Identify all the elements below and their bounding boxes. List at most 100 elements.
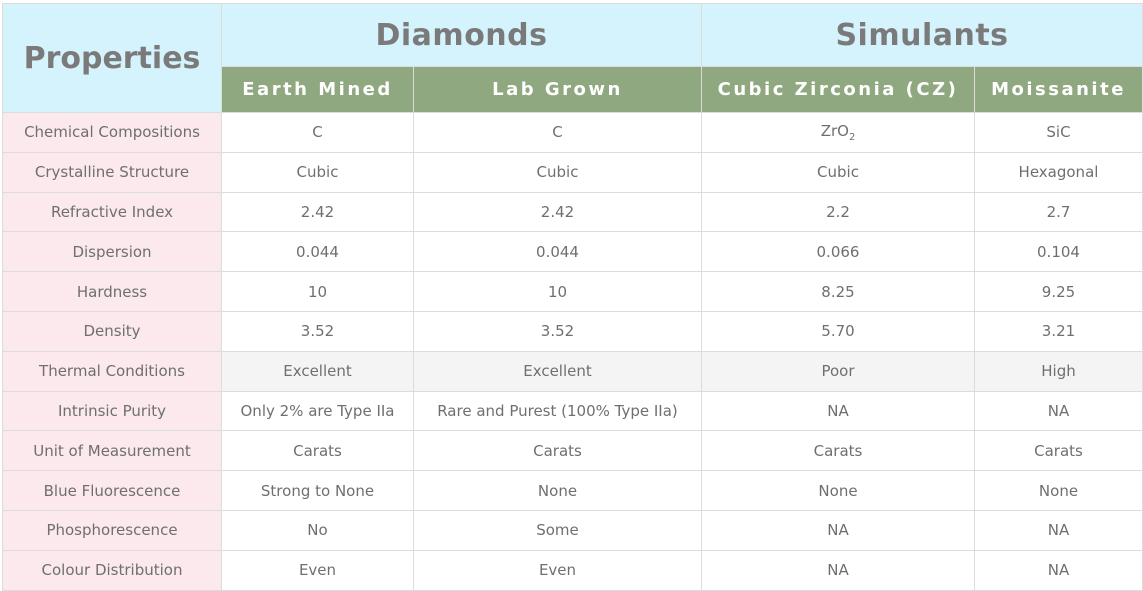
table-row: Unit of Measurement Carats Carats Carats Car… <box>2 430 1143 472</box>
table-cell: NA <box>701 390 975 432</box>
table-cell: 10 <box>413 271 702 312</box>
cell-value: Carats <box>1034 441 1083 460</box>
cell-value: 2.2 <box>826 202 850 221</box>
properties-header: Properties <box>2 3 222 113</box>
cell-value: 10 <box>307 282 328 301</box>
cell-value: Strong to None <box>260 481 375 500</box>
row-label: Intrinsic Purity <box>2 390 222 432</box>
cell-value: Cubic <box>296 163 339 182</box>
table-cell: Poor <box>701 350 975 392</box>
table-cell: Strong to None <box>221 470 414 511</box>
table-row: Colour Distribution Even Even NA NA <box>2 549 1143 591</box>
cell-value: No <box>307 521 328 540</box>
cell-value: Even <box>538 561 577 580</box>
table-cell: 10 <box>221 271 414 312</box>
row-label: Unit of Measurement <box>2 430 222 472</box>
table-cell: No <box>221 509 414 551</box>
cell-value: NA <box>827 561 849 580</box>
table-cell: Carats <box>413 430 702 472</box>
cell-value: Carats <box>533 441 582 460</box>
subscript: 2 <box>848 131 856 143</box>
cell-value: 9.25 <box>1041 282 1076 301</box>
table-cell: Rare and Purest (100% Type IIa) <box>413 390 702 432</box>
table-cell: 2.42 <box>221 191 414 233</box>
table-cell: High <box>974 350 1143 392</box>
cell-value: 3.52 <box>540 322 575 341</box>
table-cell: NA <box>701 549 975 591</box>
cell-value: ZrO <box>820 121 849 140</box>
cell-value: 2.42 <box>540 202 575 221</box>
cell-value: None <box>818 481 858 500</box>
cell-value: None <box>1038 481 1079 500</box>
table-row: Chemical Compositions C C ZrO2 SiC <box>2 112 1143 153</box>
cell-value: 0.066 <box>816 242 860 261</box>
cell-value: NA <box>1047 561 1070 580</box>
cell-value: High <box>1041 362 1076 381</box>
table-cell: 3.52 <box>221 310 414 352</box>
table-cell: 3.52 <box>413 310 702 352</box>
cell-value: SiC <box>1046 123 1071 142</box>
table-cell: NA <box>974 509 1143 551</box>
table-cell: 0.044 <box>221 231 414 273</box>
cell-value: Rare and Purest (100% Type IIa) <box>437 401 678 420</box>
column-header-lab-grown: Lab Grown <box>413 66 702 113</box>
table-cell: NA <box>974 549 1143 591</box>
cell-value: 10 <box>547 282 568 301</box>
table-cell: Even <box>413 549 702 591</box>
table-cell: Cubic <box>413 151 702 193</box>
table-row: Density 3.52 3.52 5.70 3.21 <box>2 310 1143 352</box>
cell-value: 2.7 <box>1046 202 1071 221</box>
cell-value: Cubic <box>536 163 579 182</box>
cell-value: C <box>552 123 563 142</box>
cell-value: 2.42 <box>300 202 335 221</box>
table-cell: 2.2 <box>701 191 975 233</box>
cell-value: Cubic <box>817 163 859 182</box>
table-cell: Carats <box>701 430 975 472</box>
table-row: Blue Fluorescence Strong to None None None N… <box>2 470 1143 511</box>
table-cell: Carats <box>974 430 1143 472</box>
cell-value: NA <box>827 521 849 540</box>
table-cell: 0.104 <box>974 231 1143 273</box>
table-row: Dispersion 0.044 0.044 0.066 0.104 <box>2 231 1143 273</box>
table-cell: 2.7 <box>974 191 1143 233</box>
cell-value: Poor <box>821 362 855 381</box>
cell-value: C <box>312 123 323 142</box>
table-cell: Hexagonal <box>974 151 1143 193</box>
cell-value: 0.044 <box>536 242 579 261</box>
cell-value: Only 2% are Type IIa <box>240 401 395 420</box>
table-cell: 0.044 <box>413 231 702 273</box>
table-cell: Only 2% are Type IIa <box>221 390 414 432</box>
column-header-moissanite: Moissanite <box>974 66 1143 113</box>
table-cell: None <box>701 470 975 511</box>
cell-value: Some <box>536 521 579 540</box>
cell-value: 0.104 <box>1037 242 1080 261</box>
row-label: Density <box>2 310 222 352</box>
table-row: Hardness 10 10 8.25 9.25 <box>2 271 1143 312</box>
table-cell: ZrO2 <box>701 112 975 153</box>
table-cell: 2.42 <box>413 191 702 233</box>
table-cell: C <box>221 112 414 153</box>
cell-value: NA <box>827 401 849 420</box>
cell-value: Carats <box>813 441 863 460</box>
column-header-cubic-zirconia: Cubic Zirconia (CZ) <box>701 66 975 113</box>
table-cell: NA <box>701 509 975 551</box>
table-cell: Carats <box>221 430 414 472</box>
row-label: Chemical Compositions <box>2 112 222 153</box>
table-cell: 5.70 <box>701 310 975 352</box>
table-row: Thermal Conditions Excellent Excellent Poor… <box>2 350 1143 392</box>
table-cell: 3.21 <box>974 310 1143 352</box>
column-header-earth-mined: Earth Mined <box>221 66 414 113</box>
table-row: Phosphorescence No Some NA NA <box>2 509 1143 551</box>
cell-value: 8.25 <box>821 282 855 301</box>
table-cell: C <box>413 112 702 153</box>
row-label: Thermal Conditions <box>2 350 222 392</box>
table-row: Refractive Index 2.42 2.42 2.2 2.7 <box>2 191 1143 233</box>
table-row: Crystalline Structure Cubic Cubic Cubic Hexa… <box>2 151 1143 193</box>
comparison-table: Properties Diamonds Simulants Earth Mine… <box>2 3 1143 591</box>
table-cell: 8.25 <box>701 271 975 312</box>
row-label: Blue Fluorescence <box>2 470 222 511</box>
row-label: Refractive Index <box>2 191 222 233</box>
cell-value: 3.21 <box>1041 322 1076 341</box>
row-label: Dispersion <box>2 231 222 273</box>
row-label: Colour Distribution <box>2 549 222 591</box>
